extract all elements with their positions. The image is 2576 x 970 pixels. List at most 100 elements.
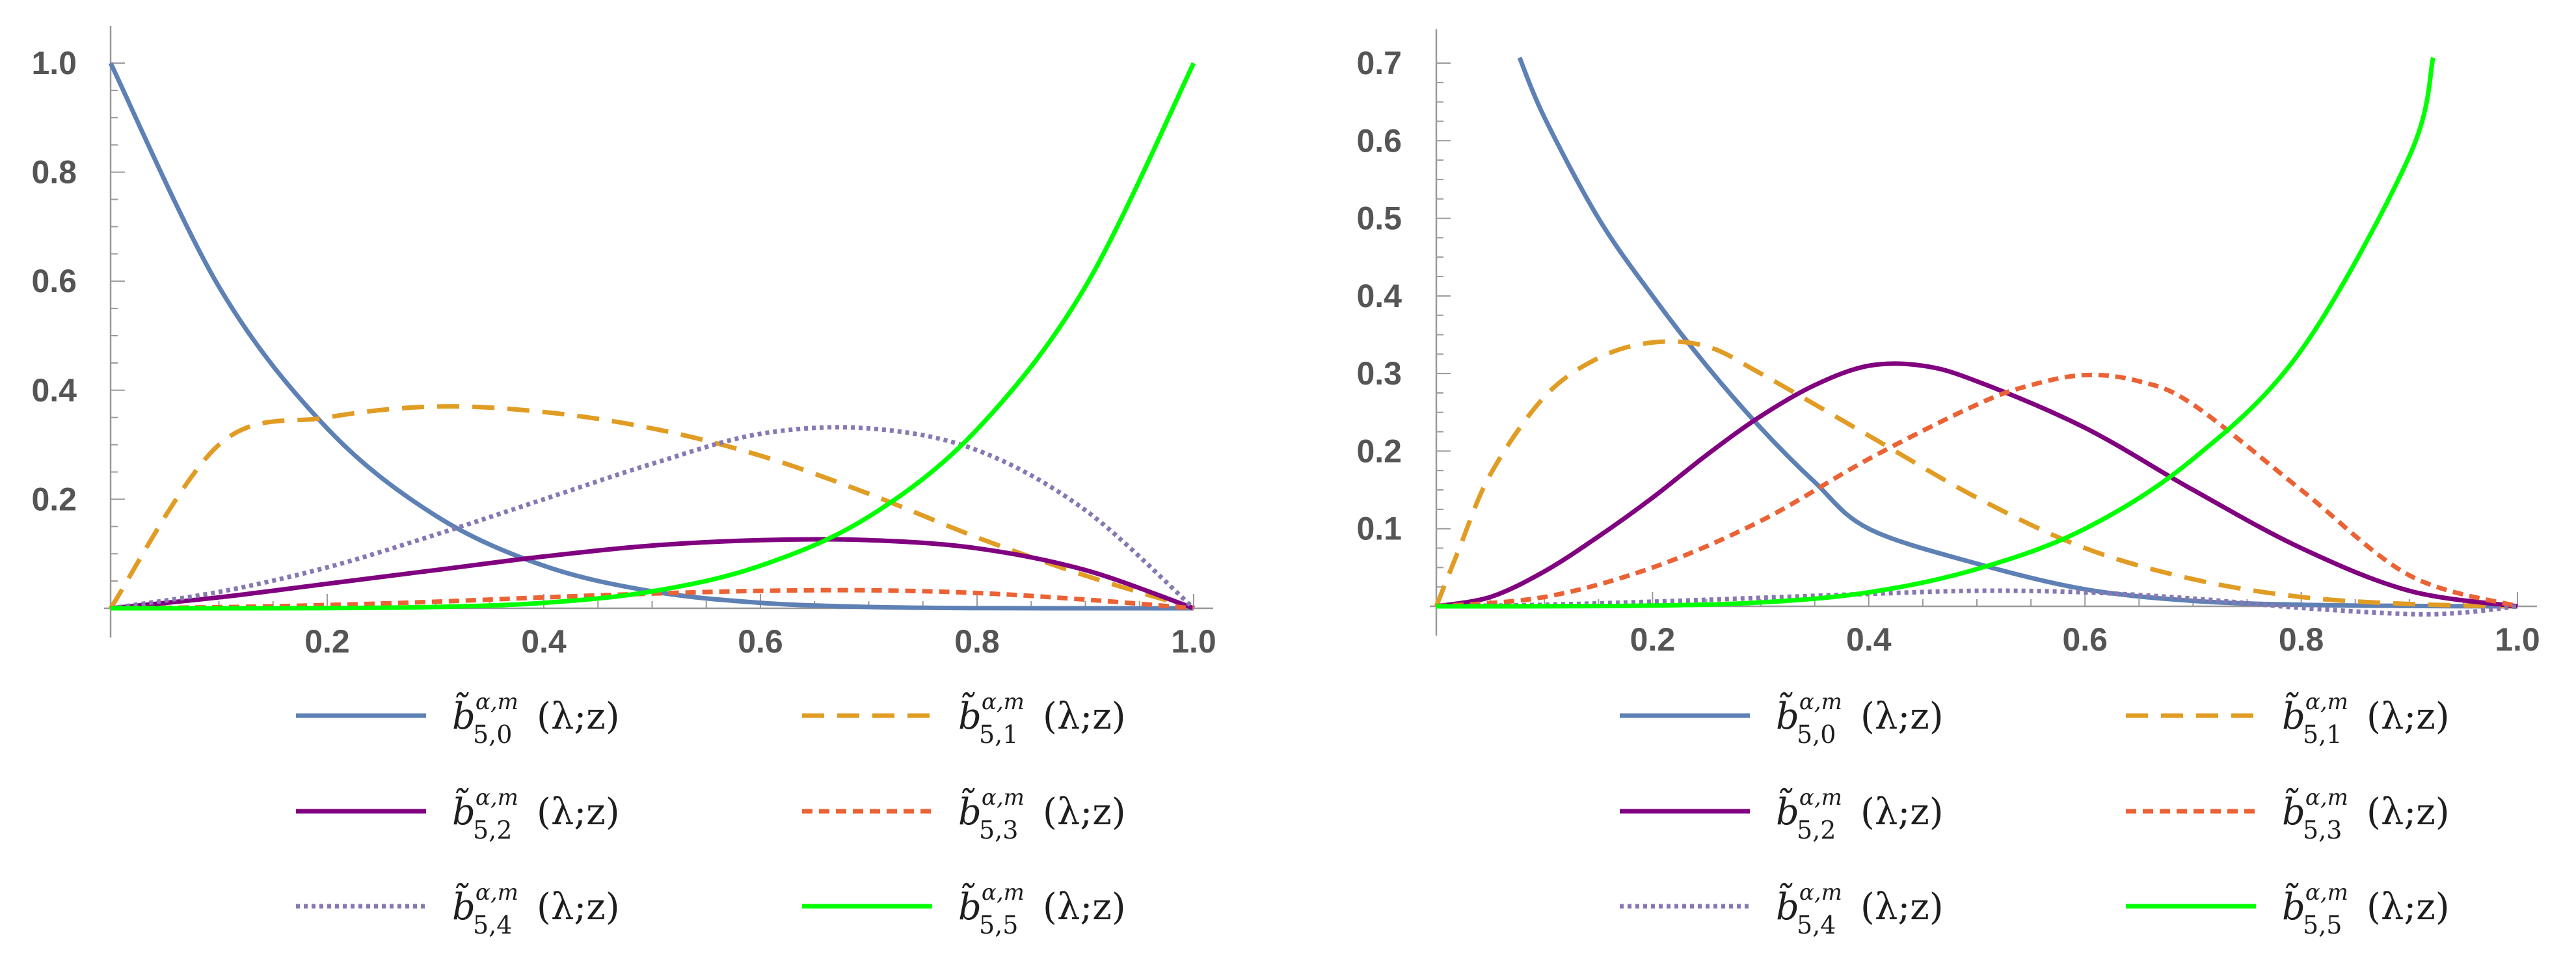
- x-tick-label: 0.2: [1630, 621, 1676, 658]
- legend-label: b̃α,m 5,5 (λ;z): [958, 880, 1126, 939]
- legend-sub: 5,4: [473, 911, 512, 939]
- legend-base: b̃: [2282, 692, 2305, 738]
- y-tick-label: 0.4: [31, 372, 77, 409]
- legend-item-b51: b̃α,m 5,1 (λ;z): [2126, 689, 2450, 749]
- y-tick-label: 0.6: [1356, 122, 1402, 159]
- y-tick-label: 1.0: [31, 45, 77, 81]
- legend-label: b̃α,m 5,0 (λ;z): [1776, 689, 1944, 749]
- y-tick-label: 0.1: [1356, 511, 1402, 547]
- legend-sub: 5,5: [2303, 911, 2342, 939]
- series-line-b53: [1436, 372, 2518, 609]
- legend-base: b̃: [958, 692, 982, 738]
- y-tick-label: 0.4: [1356, 278, 1402, 314]
- y-tick-label: 0.6: [31, 263, 77, 299]
- legend-sup: α,m: [1799, 880, 1842, 906]
- right-legend: b̃α,m 5,0 (λ;z) b̃α,m 5,1 (λ;z)b̃α,m 5,2 (λ;z) b…: [1620, 689, 2450, 939]
- legend-sub: 5,2: [1797, 816, 1836, 844]
- y-tick-label: 0.2: [1356, 433, 1402, 469]
- legend-item-b54: b̃α,m 5,4 (λ;z): [296, 880, 620, 939]
- legend-sup: α,m: [476, 880, 518, 906]
- legend-arg: (λ;z): [1043, 886, 1126, 928]
- series-line-b55: [1436, 57, 2435, 609]
- series-line-b51: [109, 404, 1195, 611]
- legend-arg: (λ;z): [2367, 695, 2450, 738]
- legend-base: b̃: [2282, 883, 2305, 928]
- legend-sup: α,m: [476, 689, 518, 715]
- legend-sub: 5,5: [979, 911, 1018, 939]
- legend-label: b̃α,m 5,1 (λ;z): [958, 689, 1126, 749]
- x-tick-label: 0.2: [304, 623, 350, 660]
- left-plot: 0.2 0.4 0.6 0.8 1.0 0.2 0.4 0.6 0.8 1.0: [31, 26, 1216, 660]
- series-line-b54: [110, 425, 1196, 611]
- legend-base: b̃: [958, 883, 982, 928]
- y-tick-label: 0.7: [1356, 45, 1402, 81]
- series-line-b54: [1436, 588, 2518, 617]
- legend-sub: 5,0: [473, 720, 512, 749]
- legend-sub: 5,1: [2303, 720, 2342, 749]
- legend-label: b̃α,m 5,3 (λ;z): [2282, 785, 2450, 844]
- legend-arg: (λ;z): [1860, 791, 1944, 833]
- legend-base: b̃: [1776, 883, 1799, 928]
- x-tick-label: 0.4: [1846, 621, 1892, 658]
- legend-sub: 5,3: [979, 816, 1018, 844]
- series-line-b50: [108, 62, 1194, 611]
- legend-sub: 5,0: [1797, 720, 1836, 749]
- legend-sub: 5,4: [1797, 911, 1836, 939]
- x-tick-label: 1.0: [2495, 621, 2540, 658]
- legend-sup: α,m: [982, 689, 1025, 715]
- legend-label: b̃α,m 5,1 (λ;z): [2282, 689, 2450, 749]
- legend-item-b50: b̃α,m 5,0 (λ;z): [1620, 689, 1944, 749]
- legend-item-b53: b̃α,m 5,3 (λ;z): [802, 785, 1126, 844]
- y-tick-label: 0.5: [1356, 200, 1402, 237]
- legend-item-b55: b̃α,m 5,5 (λ;z): [2126, 880, 2450, 939]
- legend-label: b̃α,m 5,4 (λ;z): [452, 880, 620, 939]
- legend-label: b̃α,m 5,2 (λ;z): [1776, 785, 1944, 844]
- legend-sup: α,m: [1799, 689, 1842, 715]
- legend-base: b̃: [2282, 788, 2305, 833]
- legend-item-b52: b̃α,m 5,2 (λ;z): [296, 785, 620, 844]
- legend-arg: (λ;z): [1860, 695, 1944, 738]
- legend-arg: (λ;z): [537, 791, 620, 833]
- legend-item-b55: b̃α,m 5,5 (λ;z): [802, 880, 1126, 939]
- legend-item-b54: b̃α,m 5,4 (λ;z): [1620, 880, 1944, 939]
- legend-base: b̃: [452, 883, 476, 928]
- x-tick-label: 0.8: [954, 623, 1000, 660]
- legend-sub: 5,1: [979, 720, 1018, 749]
- legend-label: b̃α,m 5,3 (λ;z): [958, 785, 1126, 844]
- legend-item-b52: b̃α,m 5,2 (λ;z): [1620, 785, 1944, 844]
- x-tick-label: 1.0: [1171, 623, 1216, 660]
- legend-sup: α,m: [2305, 785, 2348, 811]
- legend-item-b53: b̃α,m 5,3 (λ;z): [2126, 785, 2450, 844]
- legend-arg: (λ;z): [2367, 791, 2450, 833]
- legend-label: b̃α,m 5,4 (λ;z): [1776, 880, 1944, 939]
- legend-base: b̃: [452, 788, 476, 833]
- legend-arg: (λ;z): [1860, 886, 1944, 928]
- y-tick-label: 0.3: [1356, 355, 1402, 392]
- y-tick-label: 0.8: [31, 154, 77, 191]
- x-tick-label: 0.8: [2279, 621, 2324, 658]
- legend-sup: α,m: [2305, 689, 2348, 715]
- right-plot: 0.2 0.4 0.6 0.8 1.0 0.1 0.2 0.3 0.4 0.5 0.6 0.7: [1356, 29, 2540, 658]
- legend-base: b̃: [958, 788, 982, 833]
- legend-base: b̃: [452, 692, 476, 738]
- legend-label: b̃α,m 5,2 (λ;z): [452, 785, 620, 844]
- legend-arg: (λ;z): [1043, 695, 1126, 738]
- legend-arg: (λ;z): [537, 695, 620, 738]
- legend-item-b50: b̃α,m 5,0 (λ;z): [296, 689, 620, 749]
- left-legend: b̃α,m 5,0 (λ;z) b̃α,m 5,1 (λ;z)b̃α,m 5,2 (λ;z) b…: [296, 689, 1126, 939]
- series-line-b52: [1436, 361, 2518, 609]
- x-tick-label: 0.4: [521, 623, 567, 660]
- legend-base: b̃: [1776, 788, 1799, 833]
- series-line-b55: [111, 62, 1196, 611]
- legend-sup: α,m: [1799, 785, 1842, 811]
- series-line-b52: [110, 537, 1195, 611]
- legend-sup: α,m: [476, 785, 518, 811]
- x-tick-label: 0.6: [738, 623, 783, 660]
- legend-label: b̃α,m 5,5 (λ;z): [2282, 880, 2450, 939]
- x-tick-label: 0.6: [2062, 621, 2108, 658]
- series-line-b51: [1434, 339, 2518, 609]
- legend-base: b̃: [1776, 692, 1799, 738]
- y-tick-label: 0.2: [31, 481, 77, 517]
- legend-sub: 5,2: [473, 816, 512, 844]
